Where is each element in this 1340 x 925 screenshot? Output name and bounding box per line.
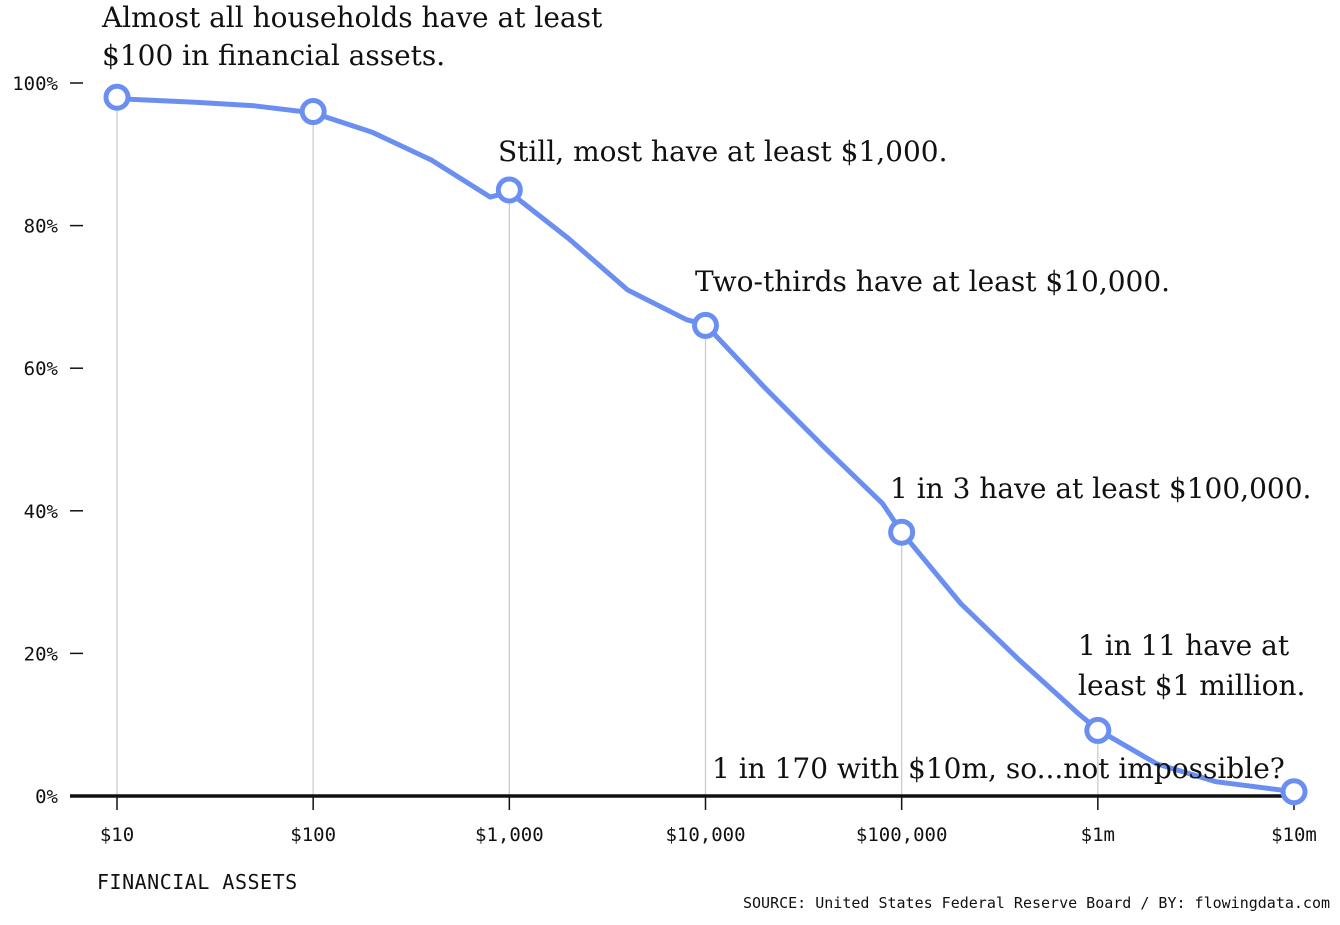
- data-point-marker-3: [692, 311, 719, 339]
- data-point-marker-1: [299, 98, 327, 126]
- y-tick-label-2: 40%: [24, 501, 59, 523]
- x-tick-label-3: $10,000: [665, 824, 745, 846]
- annotations: Almost all households have at least $100 …: [101, 1, 1311, 785]
- annotation-1-line-0: Still, most have at least $1,000.: [498, 135, 948, 168]
- x-tick-label-1: $100: [290, 824, 336, 846]
- annotation-0: Almost all households have at least $100 …: [101, 1, 603, 72]
- x-tick-label-6: $10m: [1271, 824, 1317, 846]
- annotation-5-line-0: 1 in 170 with $10m, so...not impossible?: [712, 752, 1285, 785]
- y-tick-label-0: 0%: [35, 786, 58, 808]
- annotation-1: Still, most have at least $1,000.: [498, 135, 948, 168]
- y-tick-label-3: 60%: [24, 358, 59, 380]
- axes: 0% 20% 40% 60% 80% 100% $10 $100 $1,000 $10,000 $1…: [12, 73, 1317, 846]
- annotation-4: 1 in 11 have at least $1 million.: [1078, 629, 1305, 702]
- annotation-3-line-0: 1 in 3 have at least $100,000.: [890, 472, 1311, 505]
- y-tick-label-5: 100%: [12, 73, 58, 95]
- annotation-0-line-0: Almost all households have at least: [101, 1, 603, 34]
- annotation-4-line-0: 1 in 11 have at: [1078, 629, 1290, 662]
- data-point-marker-6: [1280, 778, 1308, 806]
- x-tick-label-0: $10: [100, 824, 134, 846]
- annotation-2-line-0: Two-thirds have at least $10,000.: [695, 265, 1170, 298]
- annotation-0-line-1: $100 in financial assets.: [102, 39, 445, 72]
- x-tick-label-5: $1m: [1081, 824, 1115, 846]
- annotation-3: 1 in 3 have at least $100,000.: [890, 472, 1311, 505]
- annotation-4-line-1: least $1 million.: [1078, 669, 1305, 702]
- data-point-marker-0: [103, 83, 131, 111]
- annotation-5: 1 in 170 with $10m, so...not impossible?: [712, 752, 1285, 785]
- chart-text: FINANCIAL ASSETS SOURCE: United States F…: [97, 870, 1330, 912]
- data-point-marker-5: [1084, 716, 1112, 744]
- y-tick-label-4: 80%: [24, 216, 59, 238]
- data-point-marker-4: [888, 518, 916, 546]
- data-point-marker-2: [495, 176, 523, 204]
- x-axis-title: FINANCIAL ASSETS: [97, 870, 298, 894]
- x-tick-label-2: $1,000: [475, 824, 544, 846]
- source-credit: SOURCE: United States Federal Reserve Bo…: [743, 894, 1330, 912]
- markers: [103, 83, 1308, 806]
- annotation-2: Two-thirds have at least $10,000.: [695, 265, 1170, 298]
- x-tick-label-4: $100,000: [856, 824, 948, 846]
- y-tick-label-1: 20%: [24, 643, 59, 665]
